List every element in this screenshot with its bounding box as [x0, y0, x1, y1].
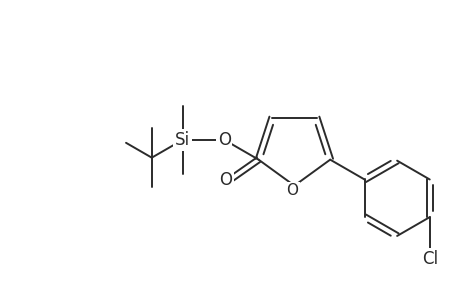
Text: O: O: [219, 171, 232, 189]
Text: O: O: [217, 131, 230, 149]
Text: Cl: Cl: [421, 250, 437, 268]
Text: Si: Si: [175, 131, 190, 149]
Text: O: O: [286, 183, 298, 198]
